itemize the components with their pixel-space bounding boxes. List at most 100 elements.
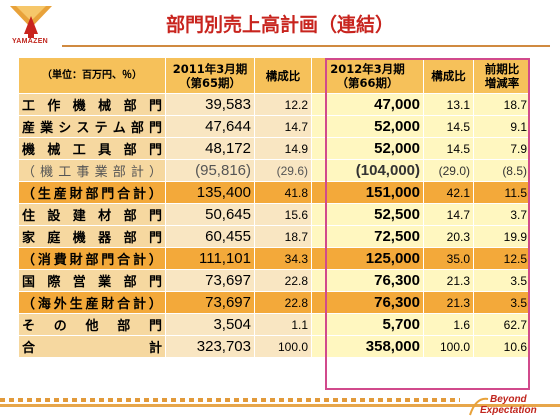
row-name: 国際営業部門	[18, 269, 166, 292]
sales-plan-table: （単位：百万円、％） 2011年3月期 （第65期） 構成比 2012年3月期 …	[18, 57, 531, 358]
footer-dots	[0, 398, 460, 402]
row-ratio-2011: 14.9	[254, 137, 312, 160]
yamazen-logo	[8, 4, 54, 48]
row-value-2011: 47,644	[165, 115, 255, 138]
row-name: 合計	[18, 335, 166, 358]
table-row: 産業システム部門 47,644 14.7 52,000 14.5 9.1	[18, 115, 531, 138]
row-name: その他部門	[18, 313, 166, 336]
row-yoy: 19.9	[473, 225, 531, 248]
yamazen-logo-icon	[10, 6, 52, 38]
row-ratio-2012: 1.6	[423, 313, 474, 336]
row-ratio-2012: 20.3	[423, 225, 474, 248]
row-ratio-2012: 35.0	[423, 247, 474, 270]
row-ratio-2012: (29.0)	[423, 159, 474, 182]
row-name: 住設建材部門	[18, 203, 166, 226]
row-ratio-2011: 41.8	[254, 181, 312, 204]
row-name-text: （機工事業部計）	[22, 165, 162, 180]
row-name: 機械工具部門	[18, 137, 166, 160]
row-name: 工作機械部門	[18, 93, 166, 116]
row-ratio-2011: 12.2	[254, 93, 312, 116]
row-yoy: 3.5	[473, 269, 531, 292]
row-value-2012: 47,000	[311, 93, 424, 116]
row-yoy: (8.5)	[473, 159, 531, 182]
row-value-2012: 52,500	[311, 203, 424, 226]
row-ratio-2011: 1.1	[254, 313, 312, 336]
row-ratio-2012: 100.0	[423, 335, 474, 358]
row-value-2012: 72,500	[311, 225, 424, 248]
table-row: 住設建材部門 50,645 15.6 52,500 14.7 3.7	[18, 203, 531, 226]
row-name-text: その他部門	[22, 319, 162, 334]
row-value-2012: 358,000	[311, 335, 424, 358]
table-row: 合計 323,703 100.0 358,000 100.0 10.6	[18, 335, 531, 358]
row-value-2011: 73,697	[165, 291, 255, 314]
table-row: 家庭機器部門 60,455 18.7 72,500 20.3 19.9	[18, 225, 531, 248]
row-value-2012: 76,300	[311, 269, 424, 292]
row-value-2011: 3,504	[165, 313, 255, 336]
row-name-text: 工作機械部門	[22, 99, 162, 114]
row-value-2012: 125,000	[311, 247, 424, 270]
header-yoy-line1: 前期比	[484, 61, 520, 76]
row-value-2012: 5,700	[311, 313, 424, 336]
row-value-2012: 76,300	[311, 291, 424, 314]
row-ratio-2011: (29.6)	[254, 159, 312, 182]
row-name-text: （海外生産財合計）	[22, 297, 162, 312]
row-yoy: 12.5	[473, 247, 531, 270]
row-yoy: 3.7	[473, 203, 531, 226]
row-ratio-2012: 42.1	[423, 181, 474, 204]
table-row: （生産財部門合計） 135,400 41.8 151,000 42.1 11.5	[18, 181, 531, 204]
header-fy2011-period: 2011年3月期	[172, 61, 248, 76]
row-ratio-2012: 14.5	[423, 137, 474, 160]
row-value-2011: 50,645	[165, 203, 255, 226]
row-name-text: （消費財部門合計）	[22, 253, 162, 268]
row-value-2011: 39,583	[165, 93, 255, 116]
row-ratio-2011: 34.3	[254, 247, 312, 270]
table-row: （消費財部門合計） 111,101 34.3 125,000 35.0 12.5	[18, 247, 531, 270]
header-row: （単位：百万円、％） 2011年3月期 （第65期） 構成比 2012年3月期 …	[18, 57, 531, 94]
row-yoy: 11.5	[473, 181, 531, 204]
header-fy2011-term: （第65期）	[178, 75, 241, 90]
row-ratio-2012: 14.7	[423, 203, 474, 226]
row-value-2011: (95,816)	[165, 159, 255, 182]
brand-name: YAMAZEN	[11, 38, 49, 45]
row-name: 産業システム部門	[18, 115, 166, 138]
row-value-2011: 323,703	[165, 335, 255, 358]
row-yoy: 18.7	[473, 93, 531, 116]
tagline-line1: Beyond	[490, 394, 527, 405]
row-yoy: 10.6	[473, 335, 531, 358]
row-name: （機工事業部計）	[18, 159, 166, 182]
tagline-line2: Expectation	[480, 405, 537, 416]
row-yoy: 7.9	[473, 137, 531, 160]
header-fy2012-term: （第66期）	[336, 75, 399, 90]
row-value-2011: 135,400	[165, 181, 255, 204]
row-name-text: 家庭機器部門	[22, 231, 162, 246]
row-value-2011: 48,172	[165, 137, 255, 160]
row-name: （生産財部門合計）	[18, 181, 166, 204]
row-value-2011: 111,101	[165, 247, 255, 270]
brand-tagline: Beyond Expectation	[466, 393, 546, 419]
table-row: （海外生産財合計） 73,697 22.8 76,300 21.3 3.5	[18, 291, 531, 314]
row-value-2012: 151,000	[311, 181, 424, 204]
row-ratio-2011: 22.8	[254, 269, 312, 292]
row-name-text: 合計	[22, 341, 162, 356]
header-unit: （単位：百万円、％）	[18, 57, 166, 94]
row-ratio-2012: 14.5	[423, 115, 474, 138]
table-row: 国際営業部門 73,697 22.8 76,300 21.3 3.5	[18, 269, 531, 292]
header-ratio-2012: 構成比	[423, 57, 474, 94]
row-ratio-2012: 21.3	[423, 291, 474, 314]
row-ratio-2011: 18.7	[254, 225, 312, 248]
page-title: 部門別売上高計画（連結）	[165, 14, 394, 36]
header-fy2012-period: 2012年3月期	[330, 61, 405, 76]
table-row: 機械工具部門 48,172 14.9 52,000 14.5 7.9	[18, 137, 531, 160]
row-ratio-2011: 15.6	[254, 203, 312, 226]
table-row: （機工事業部計） (95,816) (29.6) (104,000) (29.0) (8.…	[18, 159, 531, 182]
table-row: その他部門 3,504 1.1 5,700 1.6 62.7	[18, 313, 531, 336]
row-ratio-2012: 13.1	[423, 93, 474, 116]
row-ratio-2012: 21.3	[423, 269, 474, 292]
row-value-2012: (104,000)	[311, 159, 424, 182]
row-name: （消費財部門合計）	[18, 247, 166, 270]
row-name-text: 住設建材部門	[22, 209, 162, 224]
row-value-2012: 52,000	[311, 115, 424, 138]
header-yoy: 前期比 増減率	[473, 57, 531, 94]
swoosh-icon	[469, 397, 489, 416]
table-row: 工作機械部門 39,583 12.2 47,000 13.1 18.7	[18, 93, 531, 116]
